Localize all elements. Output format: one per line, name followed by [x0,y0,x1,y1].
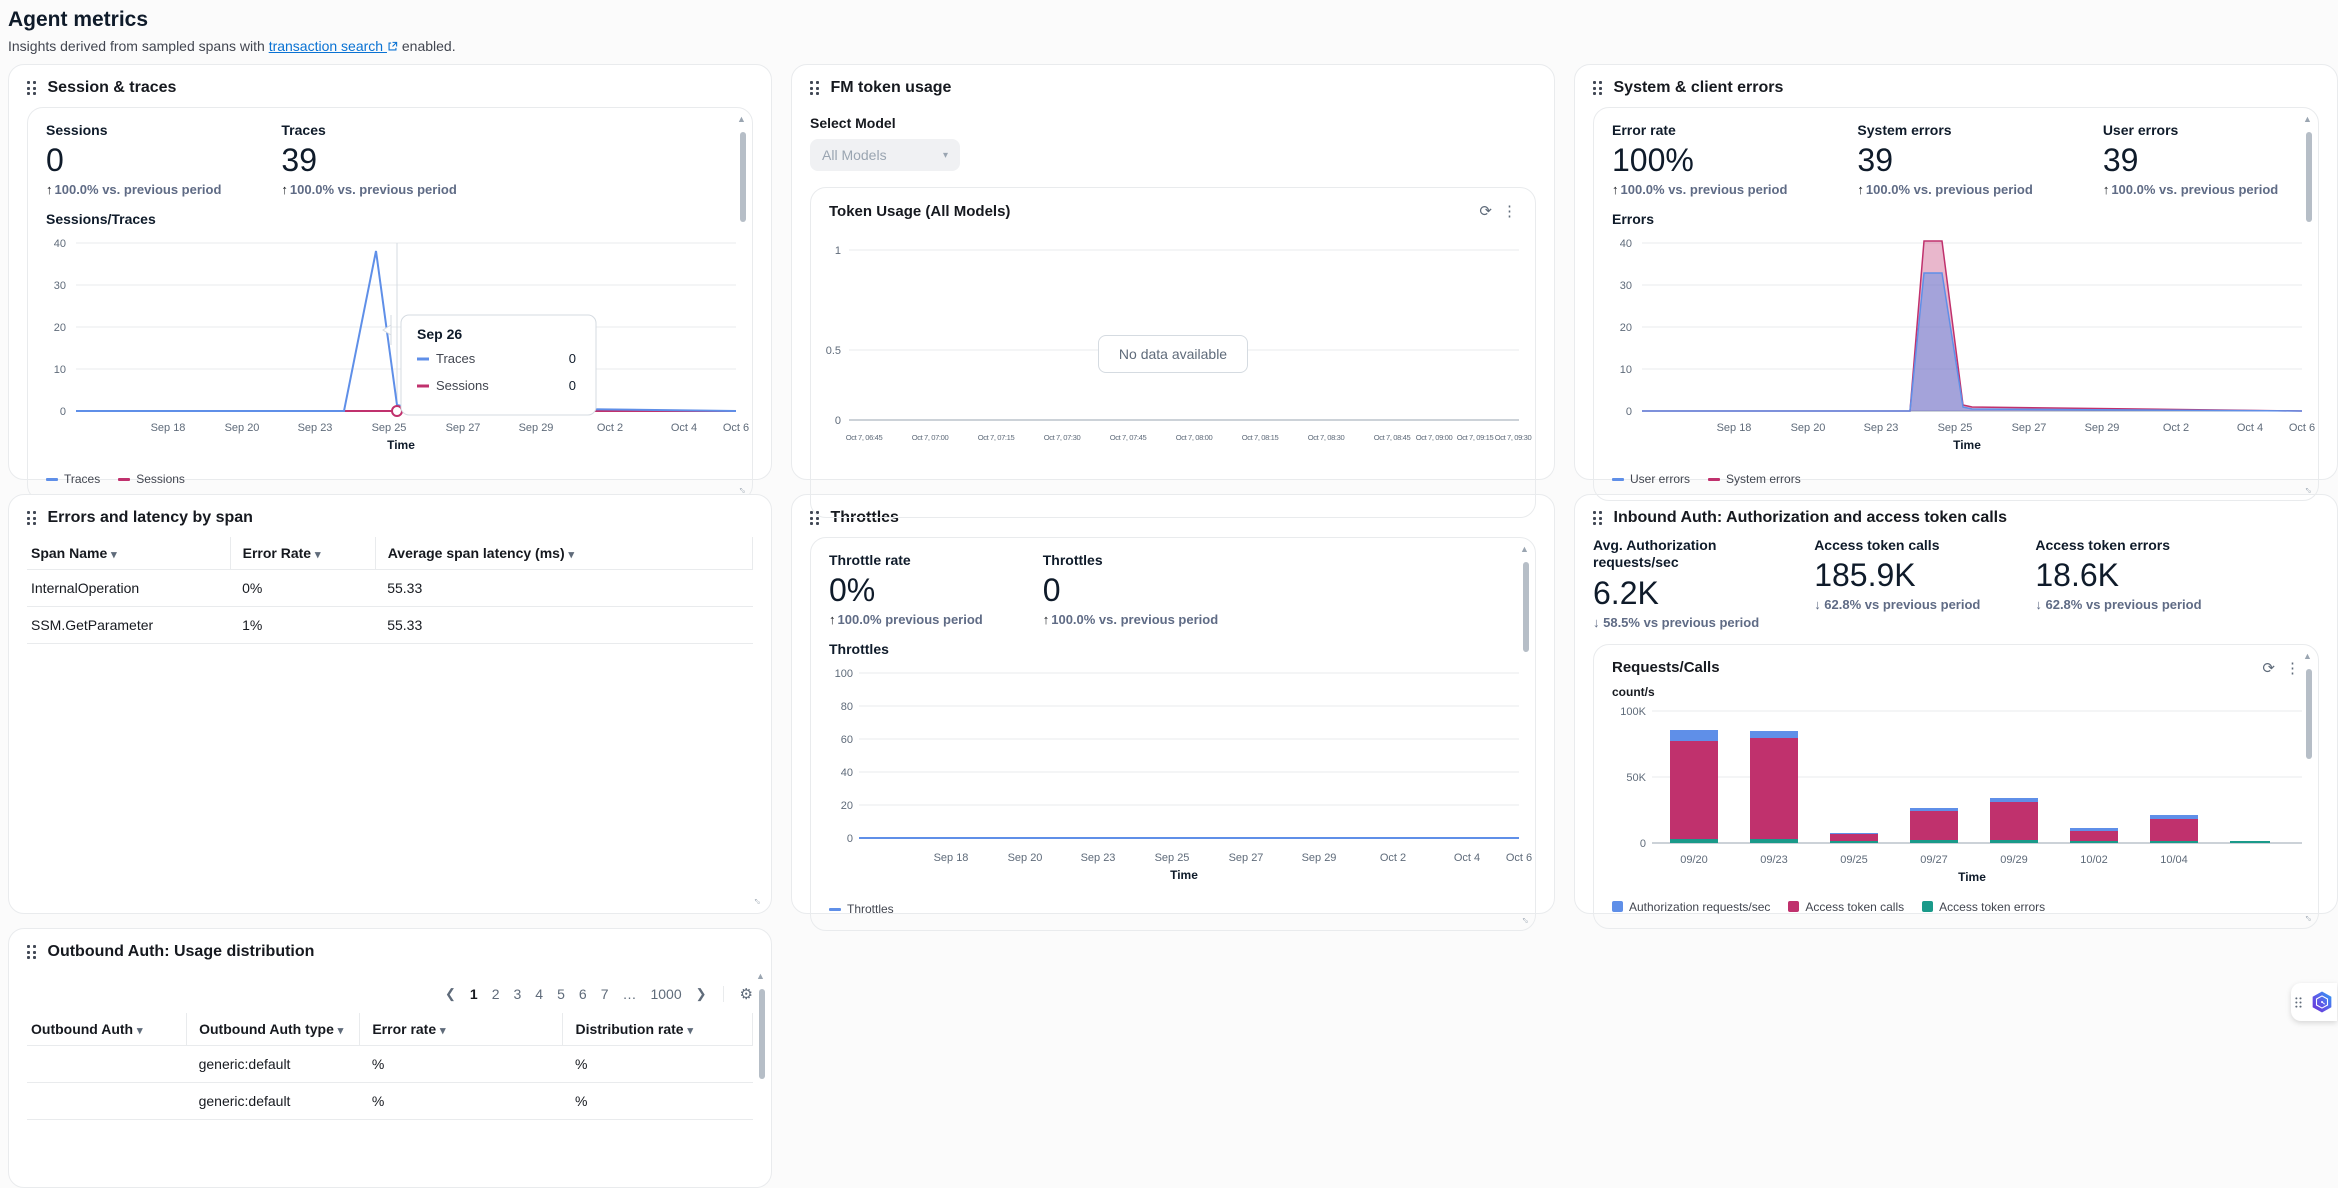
svg-text:Time: Time [1953,438,1981,452]
svg-text:Sep 29: Sep 29 [1302,852,1337,864]
svg-text:Sep 23: Sep 23 [298,422,333,434]
svg-text:Oct 4: Oct 4 [2237,422,2263,434]
svg-text:60: 60 [841,734,853,746]
svg-text:Sep 26: Sep 26 [417,326,462,342]
svg-text:0: 0 [569,351,576,366]
svg-text:Sep 18: Sep 18 [934,852,969,864]
svg-text:Sep 25: Sep 25 [372,422,407,434]
svg-text:Oct 2: Oct 2 [597,422,623,434]
svg-text:Sep 23: Sep 23 [1864,422,1899,434]
svg-text:100K: 100K [1620,706,1646,718]
svg-text:0: 0 [1626,406,1632,418]
svg-text:Time: Time [1958,870,1986,884]
svg-text:30: 30 [54,280,66,292]
svg-text:10/04: 10/04 [2160,854,2188,866]
svg-text:Oct 7, 08:30: Oct 7, 08:30 [1308,433,1345,442]
svg-text:Sep 20: Sep 20 [225,422,260,434]
svg-text:Oct 7, 07:30: Oct 7, 07:30 [1044,433,1081,442]
svg-text:Oct 7, 06:45: Oct 7, 06:45 [846,433,883,442]
svg-text:20: 20 [1620,322,1632,334]
svg-text:09/20: 09/20 [1680,854,1708,866]
svg-text:80: 80 [841,701,853,713]
svg-text:Sessions: Sessions [436,378,489,393]
svg-text:Sep 27: Sep 27 [1229,852,1264,864]
svg-text:Time: Time [387,438,415,452]
svg-text:Sep 23: Sep 23 [1081,852,1116,864]
svg-text:10: 10 [1620,364,1632,376]
svg-text:0: 0 [835,415,841,427]
svg-text:Oct 2: Oct 2 [2163,422,2189,434]
svg-text:Sep 20: Sep 20 [1008,852,1043,864]
svg-text:Sep 18: Sep 18 [151,422,186,434]
svg-text:Sep 27: Sep 27 [446,422,481,434]
svg-text:0: 0 [847,833,853,845]
svg-text:Sep 25: Sep 25 [1155,852,1190,864]
svg-text:Oct 4: Oct 4 [671,422,697,434]
svg-text:Oct 7, 09:15: Oct 7, 09:15 [1457,433,1494,442]
svg-text:20: 20 [841,800,853,812]
svg-text:10: 10 [54,364,66,376]
svg-text:Sep 18: Sep 18 [1717,422,1752,434]
svg-text:50K: 50K [1626,772,1646,784]
svg-text:20: 20 [54,322,66,334]
svg-text:Oct 7, 07:00: Oct 7, 07:00 [912,433,949,442]
svg-text:Sep 25: Sep 25 [1938,422,1973,434]
svg-text:30: 30 [1620,280,1632,292]
svg-text:Oct 7, 07:15: Oct 7, 07:15 [978,433,1015,442]
svg-text:40: 40 [841,767,853,779]
svg-text:09/25: 09/25 [1840,854,1868,866]
svg-text:Time: Time [1170,868,1198,882]
svg-text:0: 0 [1640,838,1646,850]
svg-text:40: 40 [1620,238,1632,250]
svg-text:1: 1 [835,245,841,257]
svg-text:Oct 2: Oct 2 [1380,852,1406,864]
svg-text:Sep 27: Sep 27 [2012,422,2047,434]
svg-text:Oct 7, 08:45: Oct 7, 08:45 [1374,433,1411,442]
svg-text:Oct 7, 09:30: Oct 7, 09:30 [1495,433,1532,442]
svg-text:Oct 7, 09:00: Oct 7, 09:00 [1416,433,1453,442]
svg-text:40: 40 [54,238,66,250]
svg-text:0: 0 [60,406,66,418]
svg-text:Sep 20: Sep 20 [1791,422,1826,434]
svg-text:09/29: 09/29 [2000,854,2028,866]
svg-text:Oct 7, 07:45: Oct 7, 07:45 [1110,433,1147,442]
svg-text:0: 0 [569,378,576,393]
svg-text:Oct 7, 08:00: Oct 7, 08:00 [1176,433,1213,442]
svg-text:Oct 7, 08:15: Oct 7, 08:15 [1242,433,1279,442]
svg-text:09/27: 09/27 [1920,854,1948,866]
svg-text:Sep 29: Sep 29 [519,422,554,434]
svg-text:Oct 4: Oct 4 [1454,852,1480,864]
svg-text:10/02: 10/02 [2080,854,2108,866]
svg-text:100: 100 [835,668,853,680]
svg-text:Sep 29: Sep 29 [2085,422,2120,434]
svg-text:09/23: 09/23 [1760,854,1788,866]
svg-text:Traces: Traces [436,351,476,366]
